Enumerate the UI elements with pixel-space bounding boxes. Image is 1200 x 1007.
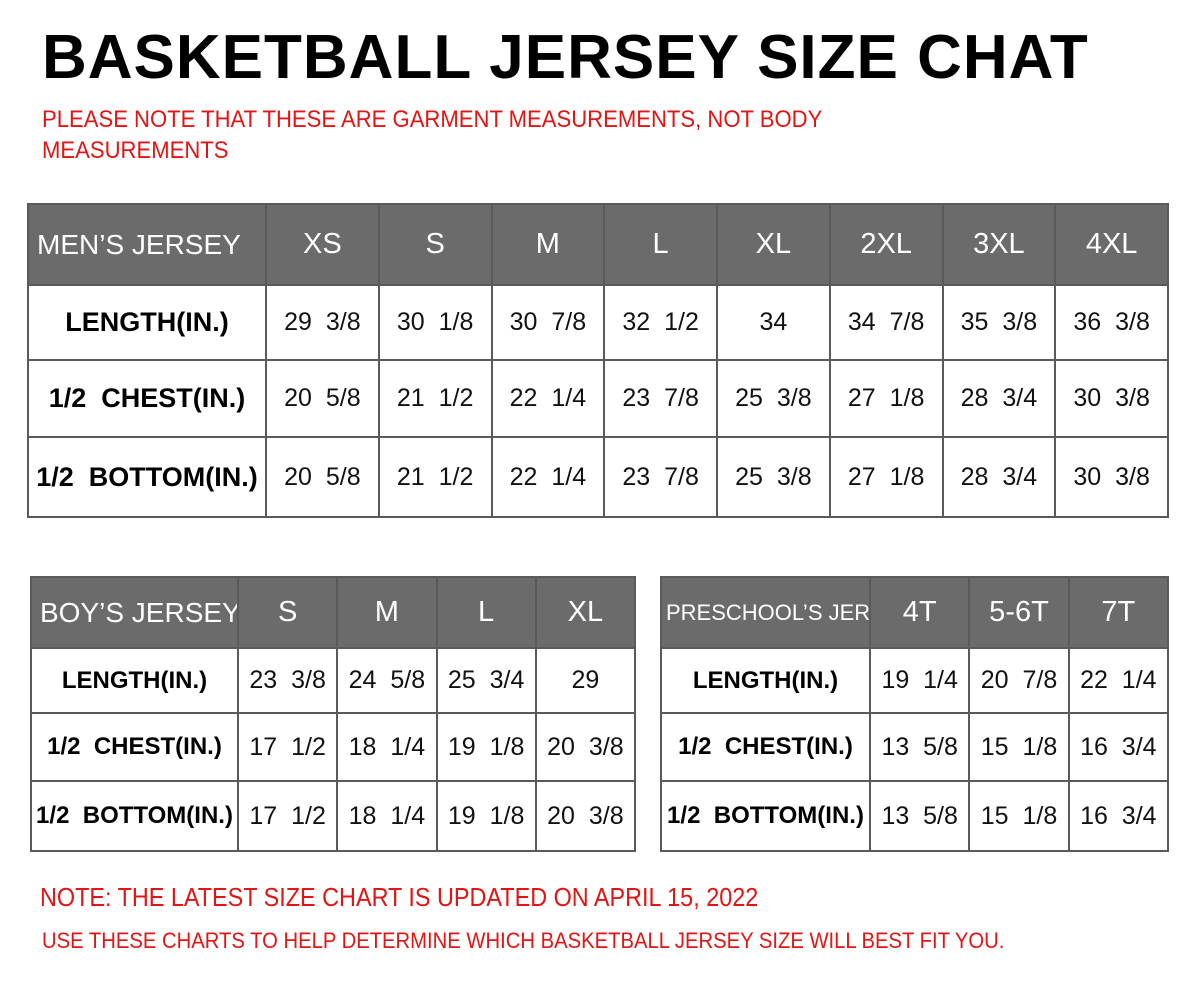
boys-jersey-table: BOY’S JERSEY S M L XL LENGTH(IN.) 23 3/8 24 5/8…	[30, 576, 637, 852]
size-header-cell: S	[236, 576, 339, 649]
measurement-value: 27 1/8	[828, 436, 944, 518]
measurement-label: 1/2 CHEST(IN.)	[660, 712, 871, 782]
measurement-value: 28 3/4	[941, 359, 1057, 438]
measurement-label: 1/2 BOTTOM(IN.)	[27, 436, 267, 518]
measurement-label: 1/2 CHEST(IN.)	[30, 712, 239, 782]
measurement-value: 29	[534, 647, 637, 714]
measurement-value: 20 7/8	[968, 647, 1070, 714]
measurement-value: 20 3/8	[534, 712, 637, 782]
measurement-value: 36 3/8	[1054, 284, 1169, 361]
measurement-value: 32 1/2	[603, 284, 718, 361]
measurement-value: 18 1/4	[336, 712, 438, 782]
table-row: 1/2 BOTTOM(IN.) 17 1/2 18 1/4 19 1/8 20 3/8	[30, 780, 637, 852]
table-row: 1/2 BOTTOM(IN.) 20 5/8 21 1/2 22 1/4 23 7/8 2…	[27, 436, 1169, 518]
measurement-value: 22 1/4	[490, 436, 606, 518]
size-header-cell: XL	[716, 203, 831, 286]
header-row: BOY’S JERSEY S M L XL	[30, 576, 637, 649]
measurement-value: 24 5/8	[336, 647, 438, 714]
size-header-cell: 5-6T	[968, 576, 1070, 649]
table-row: LENGTH(IN.) 23 3/8 24 5/8 25 3/4 29	[30, 647, 637, 714]
table-row: LENGTH(IN.) 19 1/4 20 7/8 22 1/4	[660, 647, 1169, 714]
measurement-value: 18 1/4	[336, 780, 438, 852]
table-title-cell: PRESCHOOL’S JERSEY	[660, 576, 871, 649]
size-header-cell: L	[603, 203, 718, 286]
size-header-cell: 7T	[1067, 576, 1169, 649]
measurement-value: 20 5/8	[265, 436, 380, 518]
measurement-value: 29 3/8	[265, 284, 380, 361]
measurement-label: 1/2 BOTTOM(IN.)	[30, 780, 239, 852]
measurement-value: 27 1/8	[828, 359, 944, 438]
size-header-cell: 4XL	[1054, 203, 1169, 286]
table-row: LENGTH(IN.) 29 3/8 30 1/8 30 7/8 32 1/2 34 34 …	[27, 284, 1169, 361]
measurement-value: 28 3/4	[941, 436, 1057, 518]
measurement-value: 13 5/8	[868, 712, 971, 782]
measurement-value: 34	[716, 284, 831, 361]
measurement-value: 19 1/4	[868, 647, 971, 714]
measurement-label: LENGTH(IN.)	[27, 284, 267, 361]
measurement-value: 21 1/2	[377, 436, 493, 518]
table-title-cell: BOY’S JERSEY	[30, 576, 239, 649]
measurement-value: 20 3/8	[534, 780, 637, 852]
table-row: 1/2 CHEST(IN.) 20 5/8 21 1/2 22 1/4 23 7/8 25…	[27, 359, 1169, 438]
page-title: BASKETBALL JERSEY SIZE CHAT	[42, 23, 1089, 92]
measurement-value: 19 1/8	[435, 780, 537, 852]
mens-jersey-table: MEN’S JERSEY XS S M L XL 2XL 3XL 4XL LENGTH(IN.) 2…	[27, 203, 1169, 518]
measurement-value: 15 1/8	[968, 780, 1070, 852]
size-header-cell: 3XL	[941, 203, 1057, 286]
measurement-value: 16 3/4	[1067, 780, 1169, 852]
measurement-value: 25 3/8	[716, 359, 831, 438]
measurement-value: 19 1/8	[435, 712, 537, 782]
measurement-label: 1/2 CHEST(IN.)	[27, 359, 267, 438]
size-header-cell: M	[490, 203, 606, 286]
measurement-value: 25 3/4	[435, 647, 537, 714]
measurement-value: 23 3/8	[236, 647, 339, 714]
size-header-cell: XL	[534, 576, 637, 649]
size-header-cell: XS	[265, 203, 380, 286]
measurement-value: 30 7/8	[490, 284, 606, 361]
measurement-value: 30 3/8	[1054, 436, 1169, 518]
measurement-value: 17 1/2	[236, 780, 339, 852]
measurement-label: LENGTH(IN.)	[660, 647, 871, 714]
measurement-value: 23 7/8	[603, 436, 718, 518]
table-row: 1/2 CHEST(IN.) 17 1/2 18 1/4 19 1/8 20 3/8	[30, 712, 637, 782]
garment-note: PLEASE NOTE THAT THESE ARE GARMENT MEASU…	[42, 106, 822, 164]
size-header-cell: 2XL	[828, 203, 944, 286]
measurement-value: 34 7/8	[828, 284, 944, 361]
measurement-label: 1/2 BOTTOM(IN.)	[660, 780, 871, 852]
table-row: 1/2 BOTTOM(IN.) 13 5/8 15 1/8 16 3/4	[660, 780, 1169, 852]
update-note: NOTE: THE LATEST SIZE CHART IS UPDATED O…	[40, 882, 759, 912]
measurement-value: 15 1/8	[968, 712, 1070, 782]
measurement-value: 23 7/8	[603, 359, 718, 438]
measurement-value: 22 1/4	[1067, 647, 1169, 714]
measurement-value: 25 3/8	[716, 436, 831, 518]
size-header-cell: 4T	[868, 576, 971, 649]
size-header-cell: S	[377, 203, 493, 286]
measurement-value: 30 3/8	[1054, 359, 1169, 438]
measurement-value: 17 1/2	[236, 712, 339, 782]
preschool-jersey-table: PRESCHOOL’S JERSEY4T5-6T7TLENGTH(IN.)19 …	[660, 576, 1169, 852]
measurement-label: LENGTH(IN.)	[30, 647, 239, 714]
header-row: MEN’S JERSEY XS S M L XL 2XL 3XL 4XL	[27, 203, 1169, 286]
table-title-cell: MEN’S JERSEY	[27, 203, 267, 286]
measurement-value: 35 3/8	[941, 284, 1057, 361]
size-header-cell: M	[336, 576, 438, 649]
measurement-value: 13 5/8	[868, 780, 971, 852]
size-header-cell: L	[435, 576, 537, 649]
measurement-value: 16 3/4	[1067, 712, 1169, 782]
measurement-value: 20 5/8	[265, 359, 380, 438]
usage-note: USE THESE CHARTS TO HELP DETERMINE WHICH…	[42, 928, 1005, 953]
measurement-value: 21 1/2	[377, 359, 493, 438]
measurement-value: 30 1/8	[377, 284, 493, 361]
measurement-value: 22 1/4	[490, 359, 606, 438]
table-row: 1/2 CHEST(IN.) 13 5/8 15 1/8 16 3/4	[660, 712, 1169, 782]
